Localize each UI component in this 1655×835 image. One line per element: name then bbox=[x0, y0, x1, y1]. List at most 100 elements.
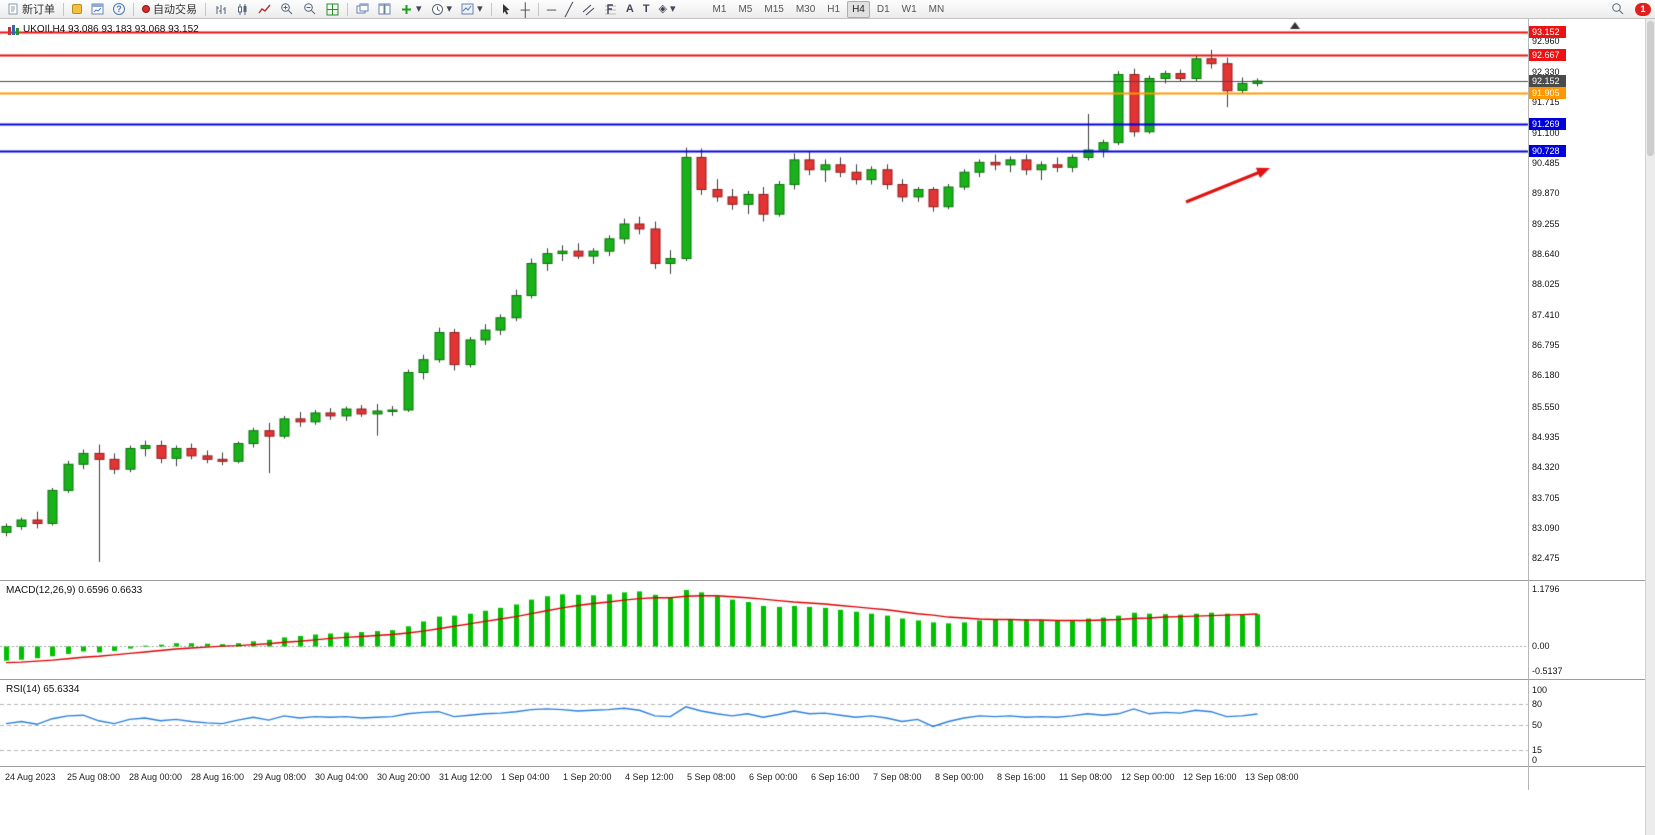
separator bbox=[205, 2, 206, 16]
timeframe-m15-button[interactable]: M15 bbox=[764, 3, 784, 15]
new-chart-button[interactable] bbox=[87, 1, 108, 18]
favorites-button[interactable] bbox=[68, 1, 86, 18]
new-order-label: 新订单 bbox=[22, 4, 55, 16]
favorites-icon bbox=[72, 4, 82, 14]
template-icon bbox=[461, 3, 474, 15]
price-axis-label: 84.935 bbox=[1532, 432, 1560, 442]
price-axis-label: 87.410 bbox=[1532, 310, 1560, 320]
price-line-tag[interactable]: 90.728 bbox=[1529, 145, 1566, 157]
rsi-title: RSI(14) 65.6334 bbox=[6, 684, 80, 695]
tile-windows-button[interactable] bbox=[322, 1, 343, 18]
price-axis-label: 88.025 bbox=[1532, 279, 1560, 289]
price-line-tag[interactable]: 92.667 bbox=[1529, 49, 1566, 61]
cursor-icon bbox=[502, 3, 510, 15]
crosshair-button[interactable]: ┼ bbox=[517, 1, 534, 18]
panel-separator[interactable] bbox=[0, 580, 1655, 581]
time-axis-label: 7 Sep 08:00 bbox=[873, 772, 922, 782]
timeframe-d1-button[interactable]: D1 bbox=[876, 3, 890, 15]
line-chart-button[interactable] bbox=[254, 1, 275, 18]
label-icon: T bbox=[642, 2, 650, 15]
text-icon: A bbox=[625, 2, 634, 15]
panel-separator[interactable] bbox=[0, 679, 1655, 680]
vertical-scrollbar[interactable] bbox=[1645, 19, 1655, 835]
price-axis-label: 90.485 bbox=[1532, 158, 1560, 168]
new-chart-icon bbox=[91, 3, 104, 15]
price-axis-label: 85.550 bbox=[1532, 402, 1560, 412]
text-button[interactable]: A bbox=[622, 1, 638, 18]
macd-canvas[interactable] bbox=[0, 581, 1655, 679]
price-axis-label: 82.475 bbox=[1532, 553, 1560, 563]
timeframe-m5-button[interactable]: M5 bbox=[738, 3, 753, 15]
price-axis-label: 91.715 bbox=[1532, 97, 1560, 107]
timeframe-h1-button[interactable]: H1 bbox=[827, 3, 841, 15]
tile-vertical-button[interactable] bbox=[374, 1, 395, 18]
cascade-windows-icon bbox=[356, 3, 369, 14]
scrollbar-thumb[interactable] bbox=[1647, 21, 1654, 156]
autotrading-icon bbox=[142, 5, 150, 13]
label-button[interactable]: T bbox=[639, 1, 654, 18]
shapes-button[interactable]: ◈ ▾ bbox=[655, 1, 680, 18]
time-axis-label: 30 Aug 04:00 bbox=[315, 772, 369, 782]
time-axis-label: 8 Sep 16:00 bbox=[997, 772, 1046, 782]
zoom-in-button[interactable] bbox=[276, 1, 298, 18]
trendline-button[interactable]: ╱ bbox=[561, 1, 577, 18]
crosshair-icon: ┼ bbox=[520, 1, 530, 17]
notification-badge[interactable]: 1 bbox=[1635, 2, 1651, 16]
zoom-out-button[interactable] bbox=[299, 1, 321, 18]
zoom-in-icon bbox=[281, 3, 293, 15]
time-axis-label: 24 Aug 2023 bbox=[5, 772, 56, 782]
timeframe-m30-button[interactable]: M30 bbox=[795, 3, 816, 15]
time-axis-label: 6 Sep 16:00 bbox=[811, 772, 860, 782]
bar-chart-button[interactable] bbox=[210, 1, 231, 18]
cascade-windows-button[interactable] bbox=[352, 1, 373, 18]
price-axis-label: 92.960 bbox=[1532, 36, 1560, 46]
price-line-tag[interactable]: 93.152 bbox=[1529, 26, 1566, 38]
candle-chart-icon bbox=[238, 3, 247, 15]
rsi-canvas[interactable] bbox=[0, 680, 1655, 766]
cursor-button[interactable] bbox=[496, 1, 516, 18]
price-axis-label: 89.255 bbox=[1532, 219, 1560, 229]
dropdown-arrow-icon: ▾ bbox=[477, 2, 483, 15]
timeframe-group: M1 M5 M15 M30 H1 H4 D1 W1 MN bbox=[708, 0, 950, 18]
price-chart-canvas[interactable] bbox=[0, 19, 1655, 580]
add-indicator-icon bbox=[402, 4, 411, 14]
price-axis-label: 91.100 bbox=[1532, 128, 1560, 138]
time-axis-label: 25 Aug 08:00 bbox=[67, 772, 121, 782]
timeframe-mn-button[interactable]: MN bbox=[928, 3, 945, 15]
price-axis-label: 92.330 bbox=[1532, 67, 1560, 77]
fibonacci-button[interactable] bbox=[600, 1, 621, 18]
price-line-tag[interactable]: 91.269 bbox=[1529, 118, 1566, 130]
timeframe-h4-button[interactable]: H4 bbox=[847, 0, 870, 18]
channel-button[interactable] bbox=[578, 1, 599, 18]
time-axis-label: 12 Sep 16:00 bbox=[1183, 772, 1237, 782]
toolbar-right-group: 1 bbox=[1607, 1, 1651, 18]
time-axis-label: 11 Sep 08:00 bbox=[1059, 772, 1112, 782]
trendline-icon: ╱ bbox=[565, 1, 573, 17]
price-line-tag[interactable]: 91.905 bbox=[1529, 87, 1566, 99]
time-axis-label: 28 Aug 16:00 bbox=[191, 772, 245, 782]
time-axis-label: 30 Aug 20:00 bbox=[377, 772, 431, 782]
new-order-button[interactable]: 新订单 bbox=[4, 1, 59, 18]
autotrading-button[interactable]: 自动交易 bbox=[138, 1, 201, 18]
periods-button[interactable]: ▾ bbox=[427, 1, 457, 18]
separator bbox=[490, 2, 492, 16]
separator bbox=[537, 2, 539, 16]
price-axis-label: 88.640 bbox=[1532, 249, 1560, 259]
horizontal-line-icon: ─ bbox=[546, 1, 557, 17]
price-line-tag[interactable]: 92.152 bbox=[1529, 75, 1566, 87]
help-button[interactable]: ? bbox=[109, 1, 129, 18]
add-indicator-button[interactable]: ▾ bbox=[396, 1, 426, 18]
macd-title: MACD(12,26,9) 0.6596 0.6633 bbox=[6, 585, 143, 596]
separator bbox=[63, 2, 64, 16]
rsi-axis-label: 0 bbox=[1532, 755, 1538, 765]
timeframe-w1-button[interactable]: W1 bbox=[901, 3, 917, 15]
dropdown-arrow-icon: ▾ bbox=[446, 2, 453, 15]
candle-chart-button[interactable] bbox=[232, 1, 253, 18]
search-button[interactable] bbox=[1607, 1, 1629, 18]
template-button[interactable]: ▾ bbox=[457, 1, 487, 18]
horizontal-line-button[interactable]: ─ bbox=[543, 1, 560, 18]
timeframe-m1-button[interactable]: M1 bbox=[712, 3, 727, 15]
autotrading-label: 自动交易 bbox=[153, 4, 197, 16]
macd-axis-label: 0.00 bbox=[1532, 641, 1550, 651]
